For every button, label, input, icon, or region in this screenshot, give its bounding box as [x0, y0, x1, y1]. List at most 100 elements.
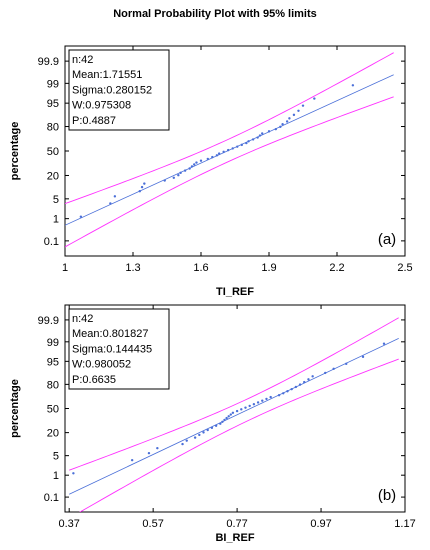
- y-tick-label: 80: [47, 379, 59, 391]
- data-point: [219, 422, 222, 425]
- data-point: [227, 148, 230, 152]
- data-point: [298, 383, 302, 386]
- data-point: [193, 436, 197, 439]
- x-axis-label: BI_REF: [215, 532, 254, 544]
- data-point: [225, 416, 228, 420]
- data-point: [143, 182, 146, 185]
- data-point: [214, 424, 218, 427]
- data-point: [290, 387, 293, 391]
- data-point: [324, 371, 327, 375]
- panel-label: (b): [378, 487, 396, 504]
- plot-area: [69, 317, 399, 512]
- data-point: [277, 394, 281, 397]
- stats-box: [68, 308, 170, 390]
- y-tick-label: 0.1: [44, 492, 59, 504]
- data-point: [193, 163, 196, 166]
- data-point: [245, 141, 248, 145]
- data-point: [235, 409, 239, 413]
- data-point: [382, 342, 386, 345]
- data-point: [113, 195, 117, 198]
- x-tick-label: 1.6: [193, 262, 208, 274]
- stats-box: [68, 49, 170, 131]
- y-tick-label: 99.9: [38, 56, 59, 68]
- x-tick-label: 1.17: [394, 518, 415, 530]
- stats-line: Sigma:0.280152: [72, 84, 152, 96]
- data-point: [311, 375, 314, 378]
- data-point: [351, 84, 355, 87]
- data-point: [138, 190, 141, 193]
- y-tick-label: 80: [47, 122, 59, 134]
- data-point: [198, 433, 201, 437]
- data-point: [185, 439, 188, 442]
- y-tick-label: 99: [47, 78, 59, 90]
- data-point: [195, 161, 198, 164]
- stats-line: Mean:0.801827: [72, 328, 148, 340]
- stats-line: W:0.980052: [72, 359, 131, 371]
- data-point: [307, 378, 310, 381]
- data-point: [181, 442, 184, 446]
- data-point: [256, 136, 259, 139]
- data-point: [206, 428, 209, 432]
- data-point: [282, 392, 285, 395]
- x-tick-label: 2.5: [397, 262, 412, 274]
- y-tick-label: 99.9: [38, 315, 59, 327]
- stats-line: W:0.975308: [72, 100, 131, 112]
- data-point: [183, 169, 187, 172]
- data-point: [288, 117, 291, 120]
- data-point: [294, 385, 298, 389]
- y-tick-label: 5: [53, 194, 59, 206]
- data-point: [297, 109, 300, 112]
- x-tick-label: 1.3: [125, 262, 140, 274]
- data-point: [206, 157, 209, 161]
- stats-line: Sigma:0.144435: [72, 343, 152, 355]
- x-tick-label: 0.37: [58, 518, 79, 530]
- data-point: [72, 472, 75, 475]
- y-axis-label: percentage: [9, 379, 21, 438]
- data-point: [215, 154, 219, 157]
- data-point: [240, 408, 243, 411]
- data-point: [313, 97, 316, 100]
- plot-panel-a: 0.1 1 5 20 50 80 95 99 99.9 1 1.3 1.6 1.9 2.2 2.5 TI_RE…: [9, 45, 413, 298]
- data-point: [252, 403, 256, 406]
- y-tick-label: 20: [47, 428, 59, 440]
- plot-area: [65, 52, 394, 248]
- x-tick-label: 0.77: [226, 518, 247, 530]
- data-point: [147, 451, 151, 455]
- x-axis-label: TI_REF: [216, 286, 254, 298]
- data-point: [227, 415, 230, 418]
- y-axis-label: percentage: [9, 122, 21, 181]
- data-point: [202, 431, 205, 434]
- data-point: [188, 167, 191, 170]
- data-point: [222, 150, 225, 154]
- data-point: [279, 125, 282, 128]
- y-tick-label: 1: [53, 214, 59, 226]
- data-point: [240, 143, 243, 147]
- data-point: [217, 152, 221, 155]
- y-tick-label: 95: [47, 98, 59, 110]
- data-point: [267, 130, 271, 133]
- data-point: [261, 399, 264, 402]
- x-tick-label: 0.97: [310, 518, 331, 530]
- lower-limit-curve: [79, 358, 399, 512]
- data-point: [361, 355, 365, 359]
- y-tick-label: 0.1: [44, 236, 59, 248]
- data-point: [256, 401, 260, 404]
- data-point: [172, 176, 175, 179]
- figure-title: Normal Probability Plot with 95% limits: [113, 8, 317, 20]
- panel-label: (a): [378, 231, 396, 248]
- data-point: [231, 411, 235, 414]
- y-tick-label: 50: [47, 146, 59, 158]
- data-point: [281, 123, 284, 126]
- y-tick-label: 95: [47, 356, 59, 368]
- data-point: [179, 171, 182, 175]
- data-point: [236, 145, 239, 148]
- upper-limit-curve: [69, 317, 399, 471]
- data-point: [274, 127, 277, 131]
- data-point: [210, 426, 214, 430]
- data-point: [285, 120, 289, 123]
- data-point: [211, 155, 214, 159]
- y-tick-label: 5: [53, 451, 59, 463]
- data-point: [301, 104, 305, 107]
- y-tick-label: 99: [47, 337, 59, 349]
